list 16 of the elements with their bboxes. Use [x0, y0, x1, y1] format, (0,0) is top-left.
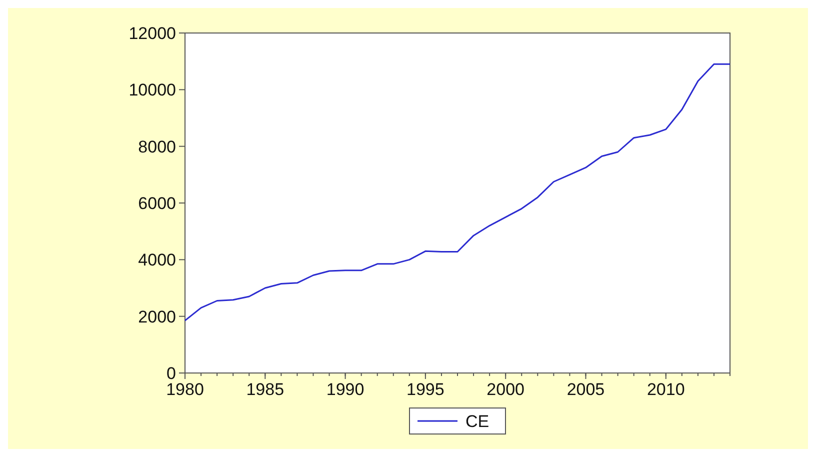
x-tick-label: 1995: [406, 380, 444, 399]
y-tick-label: 0: [166, 364, 176, 383]
x-tick-label: 1980: [166, 380, 204, 399]
y-tick-label: 12000: [128, 24, 176, 43]
x-tick-label: 2010: [646, 380, 685, 399]
y-tick-label: 2000: [138, 307, 176, 326]
y-tick-label: 6000: [138, 194, 176, 213]
legend-label: CE: [466, 412, 490, 431]
x-tick-label: 1985: [246, 380, 284, 399]
line-series: [184, 63, 731, 322]
y-tick-label: 10000: [128, 80, 176, 100]
y-tick-label: 4000: [138, 250, 176, 270]
x-tick-label: 2000: [486, 380, 524, 399]
y-tick-label: 8000: [138, 137, 176, 156]
x-tick-label: 1990: [326, 380, 364, 399]
x-tick-label: 2005: [566, 380, 605, 399]
